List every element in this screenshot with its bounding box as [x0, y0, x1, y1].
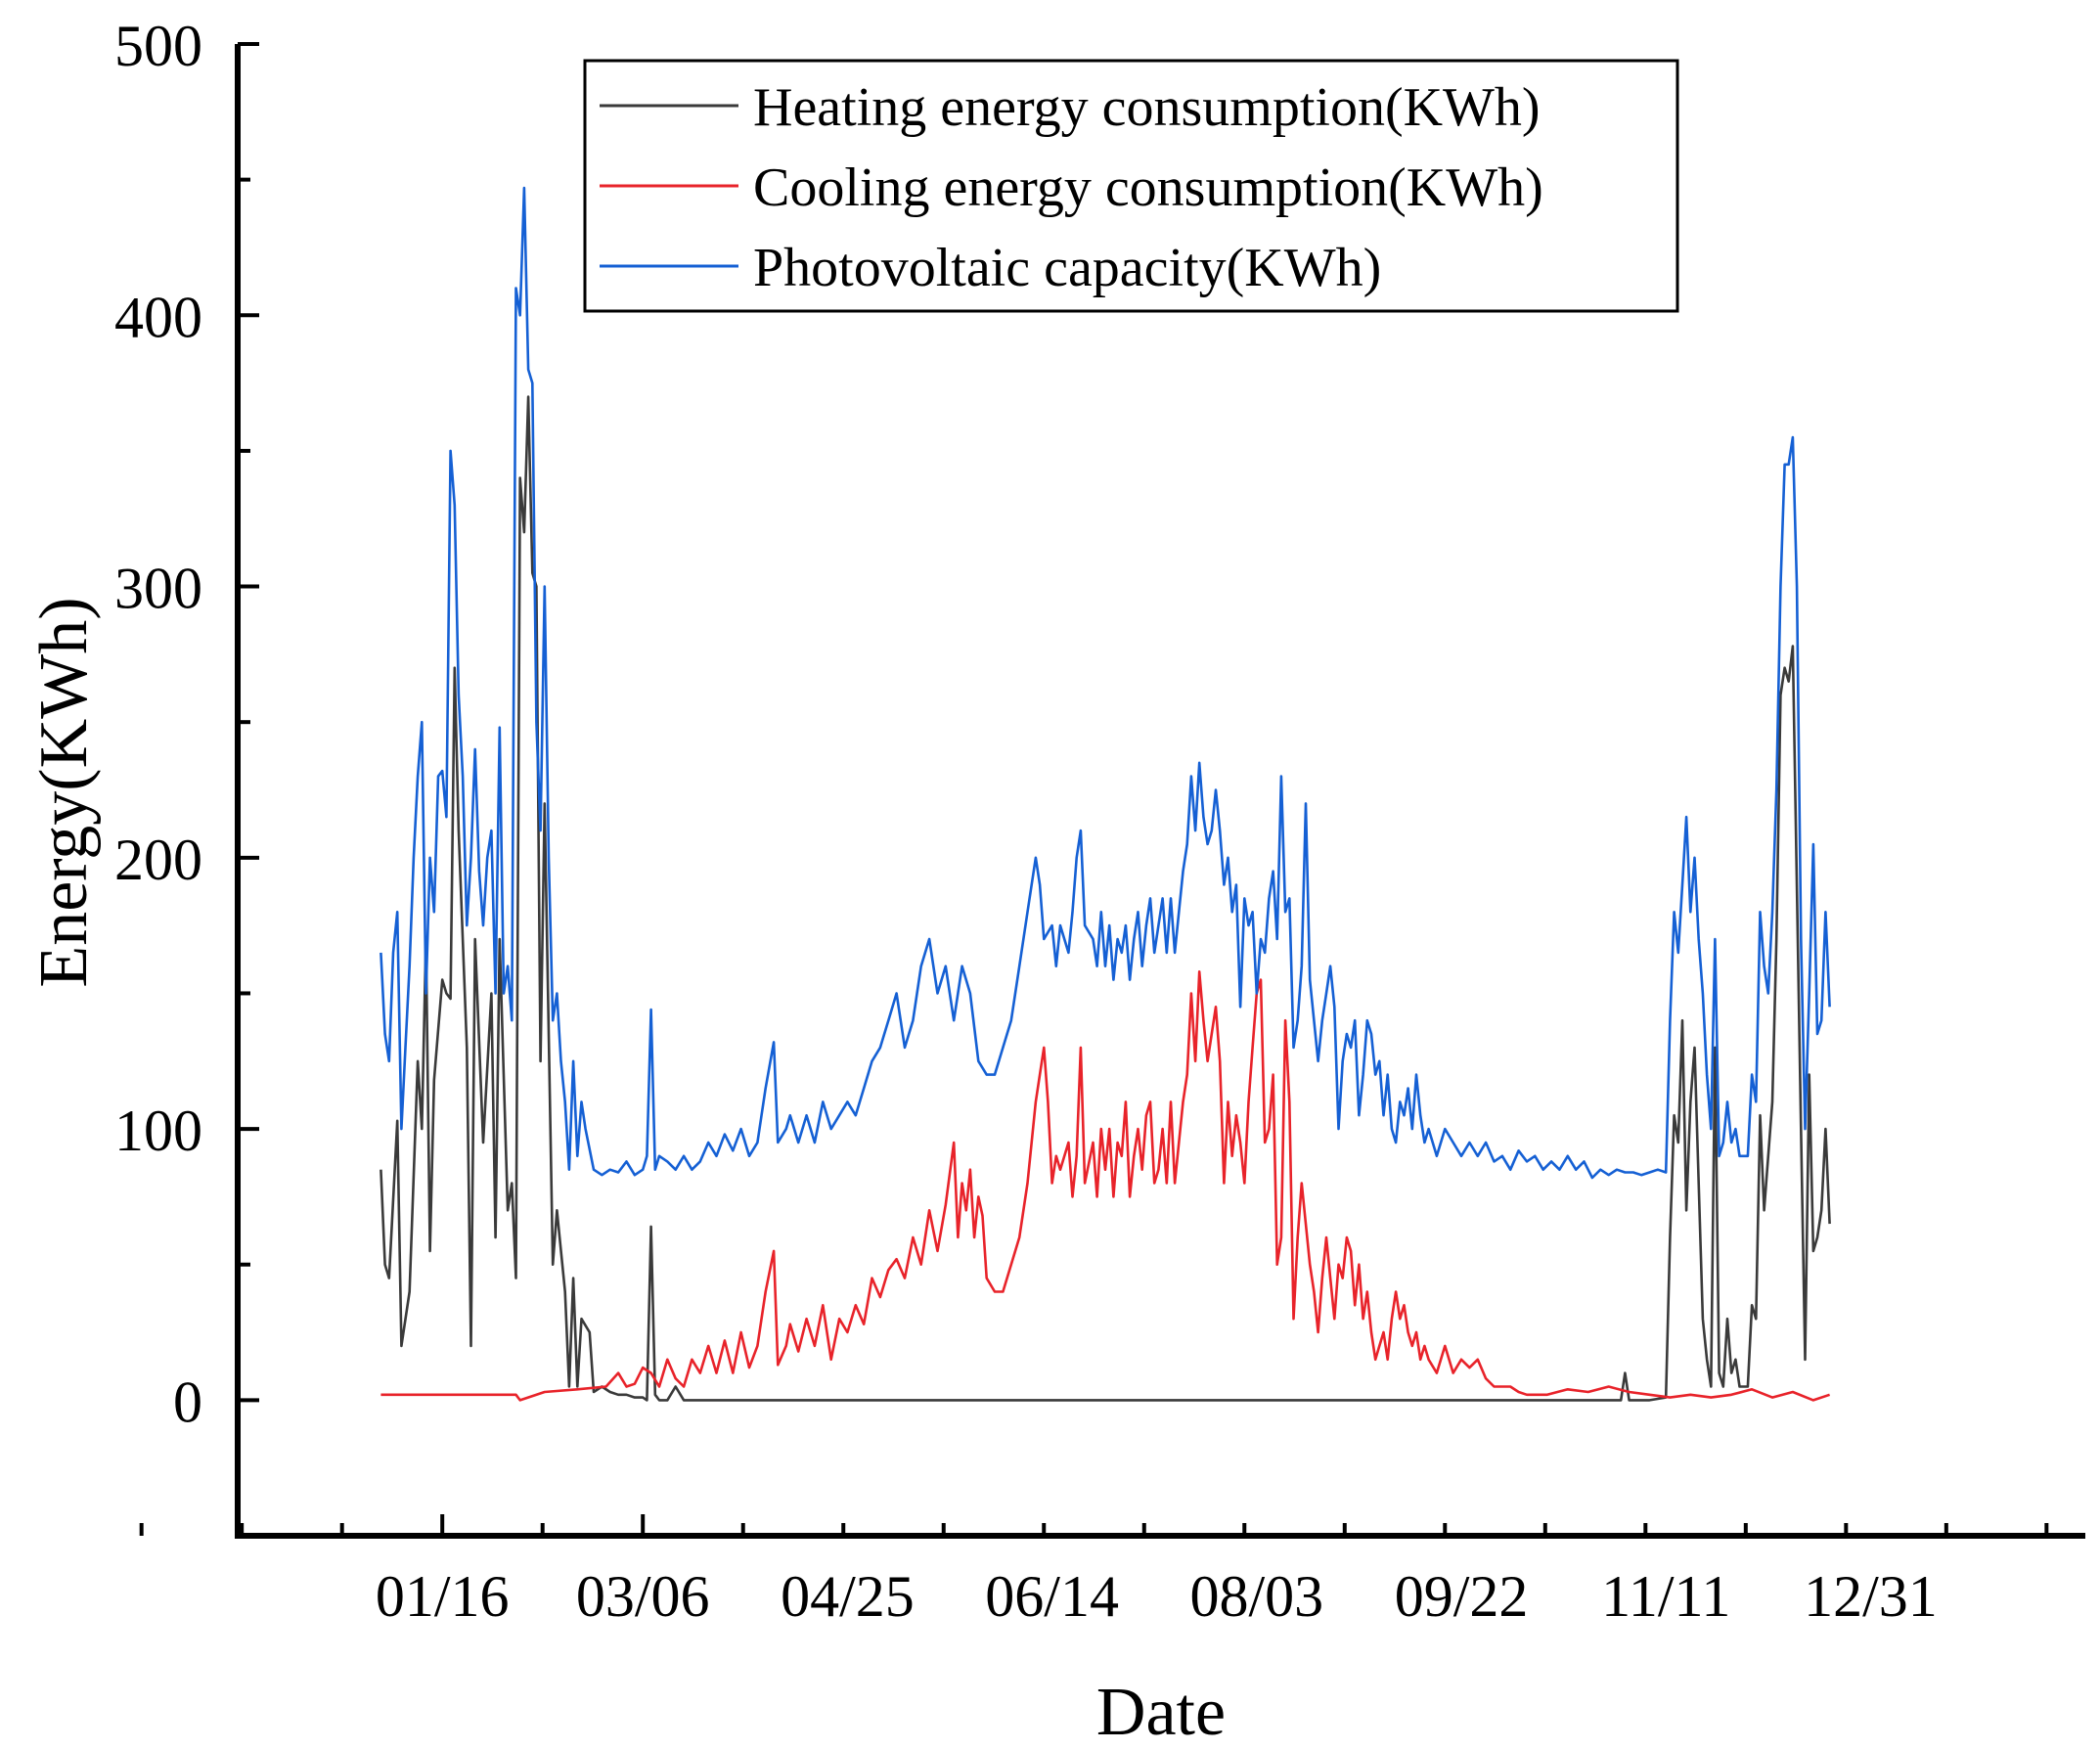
x-ticks: 01/16 03/06 04/25 06/14 08/03 09/22 11/11 12/31 [139, 1514, 2049, 1629]
series-line-heating [380, 395, 1831, 1402]
x-tick-label: 06/14 [985, 1564, 1119, 1629]
series-line-cooling [380, 970, 1831, 1402]
x-tick-label: 01/16 [376, 1564, 510, 1629]
x-tick-label: 11/11 [1601, 1564, 1730, 1629]
y-tick-label: 400 [114, 285, 202, 349]
legend-box [583, 59, 1679, 313]
y-ticks: 0 100 200 300 400 500 [114, 14, 259, 1538]
x-tick-label: 08/03 [1189, 1564, 1323, 1629]
legend-label-heating: Heating energy consumption(KWh) [753, 77, 1541, 138]
x-tick-label: 04/25 [781, 1564, 915, 1629]
y-tick-label: 200 [114, 828, 202, 892]
x-tick-label: 12/31 [1804, 1564, 1938, 1629]
plot-lines [380, 186, 1831, 1402]
series-line-photovoltaic [380, 186, 1831, 1180]
x-axis-label: Date [1096, 1675, 1226, 1750]
x-tick-label: 03/06 [576, 1564, 710, 1629]
y-axis-label: Energy(KWh) [26, 597, 102, 987]
y-tick-label: 500 [114, 14, 202, 78]
y-tick-label: 0 [173, 1369, 202, 1434]
y-tick-label: 100 [114, 1099, 202, 1163]
legend-label-cooling: Cooling energy consumption(KWh) [753, 157, 1543, 218]
x-tick-label: 09/22 [1395, 1564, 1529, 1629]
legend-label-photovoltaic: Photovoltaic capacity(KWh) [753, 238, 1381, 298]
y-tick-label: 300 [114, 557, 202, 621]
legend: Heating energy consumption(KWh) Cooling … [583, 59, 1679, 313]
